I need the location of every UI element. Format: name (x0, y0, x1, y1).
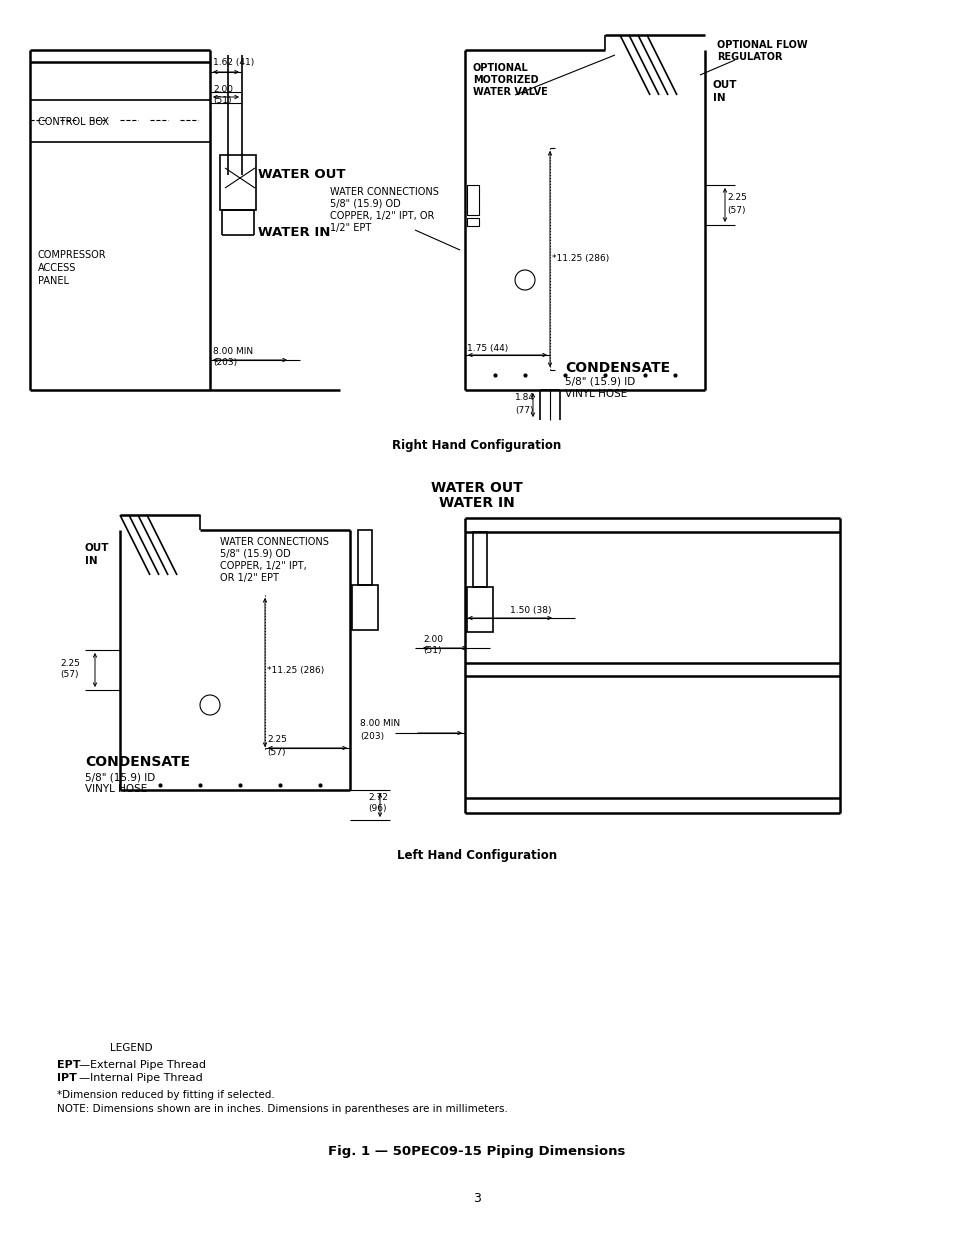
Text: —: — (78, 1073, 89, 1083)
Bar (467, 219, 478, 226)
Text: 2.25: 2.25 (267, 736, 287, 745)
Text: COPPER, 1/2" IPT,: COPPER, 1/2" IPT, (220, 561, 307, 571)
Text: (96): (96) (368, 804, 386, 813)
Bar (357, 530, 372, 585)
Text: OPTIONAL FLOW: OPTIONAL FLOW (717, 40, 807, 49)
Text: WATER CONNECTIONS: WATER CONNECTIONS (220, 537, 329, 547)
Bar (467, 587, 493, 632)
Text: VINYL HOSE: VINYL HOSE (564, 389, 626, 399)
Text: OUT: OUT (712, 80, 737, 90)
Text: 1/2" EPT: 1/2" EPT (330, 224, 371, 233)
Text: CONTROL BOX: CONTROL BOX (38, 117, 109, 127)
Text: WATER CONNECTIONS: WATER CONNECTIONS (330, 186, 438, 198)
Text: —: — (78, 1060, 89, 1070)
Text: 5/8" (15.9) OD: 5/8" (15.9) OD (330, 199, 400, 209)
Text: External Pipe Thread: External Pipe Thread (90, 1060, 206, 1070)
Text: LEGEND: LEGEND (110, 1044, 152, 1053)
Text: 1.84: 1.84 (515, 394, 535, 403)
Text: OUT: OUT (85, 543, 110, 553)
Text: PANEL: PANEL (38, 275, 69, 287)
Text: VINYL HOSE: VINYL HOSE (85, 784, 147, 794)
Text: IN: IN (712, 93, 725, 103)
Text: Fig. 1 — 50PEC09-15 Piping Dimensions: Fig. 1 — 50PEC09-15 Piping Dimensions (328, 1145, 625, 1157)
Text: WATER IN: WATER IN (438, 496, 515, 510)
Text: Right Hand Configuration: Right Hand Configuration (392, 438, 561, 452)
Text: EPT: EPT (57, 1060, 80, 1070)
Text: (77): (77) (515, 405, 533, 415)
Text: 2.00: 2.00 (422, 635, 442, 643)
Text: Left Hand Configuration: Left Hand Configuration (396, 848, 557, 862)
Text: IPT: IPT (57, 1073, 77, 1083)
Text: MOTORIZED: MOTORIZED (473, 75, 538, 85)
Bar (473, 532, 486, 587)
Text: *11.25 (286): *11.25 (286) (552, 253, 609, 263)
Text: 5/8" (15.9) ID: 5/8" (15.9) ID (85, 772, 155, 782)
Text: 1.75 (44): 1.75 (44) (467, 343, 508, 352)
Text: WATER OUT: WATER OUT (257, 168, 345, 182)
Text: NOTE: Dimensions shown are in inches. Dimensions in parentheses are in millimete: NOTE: Dimensions shown are in inches. Di… (57, 1104, 507, 1114)
Text: 2.25: 2.25 (60, 658, 80, 667)
Text: COPPER, 1/2" IPT, OR: COPPER, 1/2" IPT, OR (330, 211, 434, 221)
Text: (57): (57) (60, 671, 78, 679)
Text: (51): (51) (213, 96, 232, 105)
Text: 5/8" (15.9) OD: 5/8" (15.9) OD (220, 550, 291, 559)
Text: 2.00: 2.00 (213, 85, 233, 95)
Text: 8.00 MIN: 8.00 MIN (359, 720, 399, 729)
Text: IN: IN (85, 556, 97, 566)
Text: OR 1/2" EPT: OR 1/2" EPT (220, 573, 278, 583)
Text: (203): (203) (359, 731, 384, 741)
Text: 1.50 (38): 1.50 (38) (510, 605, 551, 615)
Text: *11.25 (286): *11.25 (286) (267, 666, 324, 674)
Text: WATER OUT: WATER OUT (431, 480, 522, 495)
Text: 2.25: 2.25 (726, 194, 746, 203)
Text: 8.00 MIN: 8.00 MIN (213, 347, 253, 356)
Text: (51): (51) (422, 646, 441, 655)
Text: COMPRESSOR: COMPRESSOR (38, 249, 107, 261)
Text: WATER VALVE: WATER VALVE (473, 86, 547, 98)
Text: ACCESS: ACCESS (38, 263, 76, 273)
Text: (203): (203) (213, 358, 237, 368)
Text: 5/8" (15.9) ID: 5/8" (15.9) ID (564, 377, 635, 387)
Text: 3: 3 (473, 1192, 480, 1204)
Bar (467, 185, 478, 215)
Text: OPTIONAL: OPTIONAL (473, 63, 528, 73)
Text: CONDENSATE: CONDENSATE (85, 755, 190, 769)
Text: 2.72: 2.72 (368, 793, 388, 802)
Text: 1.62 (41): 1.62 (41) (213, 58, 254, 68)
Bar (220, 156, 255, 210)
Text: Internal Pipe Thread: Internal Pipe Thread (90, 1073, 203, 1083)
Text: CONDENSATE: CONDENSATE (564, 361, 669, 375)
Text: *Dimension reduced by fitting if selected.: *Dimension reduced by fitting if selecte… (57, 1091, 274, 1100)
Text: (57): (57) (726, 205, 744, 215)
Text: WATER IN: WATER IN (257, 226, 330, 238)
Text: (57): (57) (267, 747, 285, 757)
Text: REGULATOR: REGULATOR (717, 52, 781, 62)
Bar (352, 585, 377, 630)
